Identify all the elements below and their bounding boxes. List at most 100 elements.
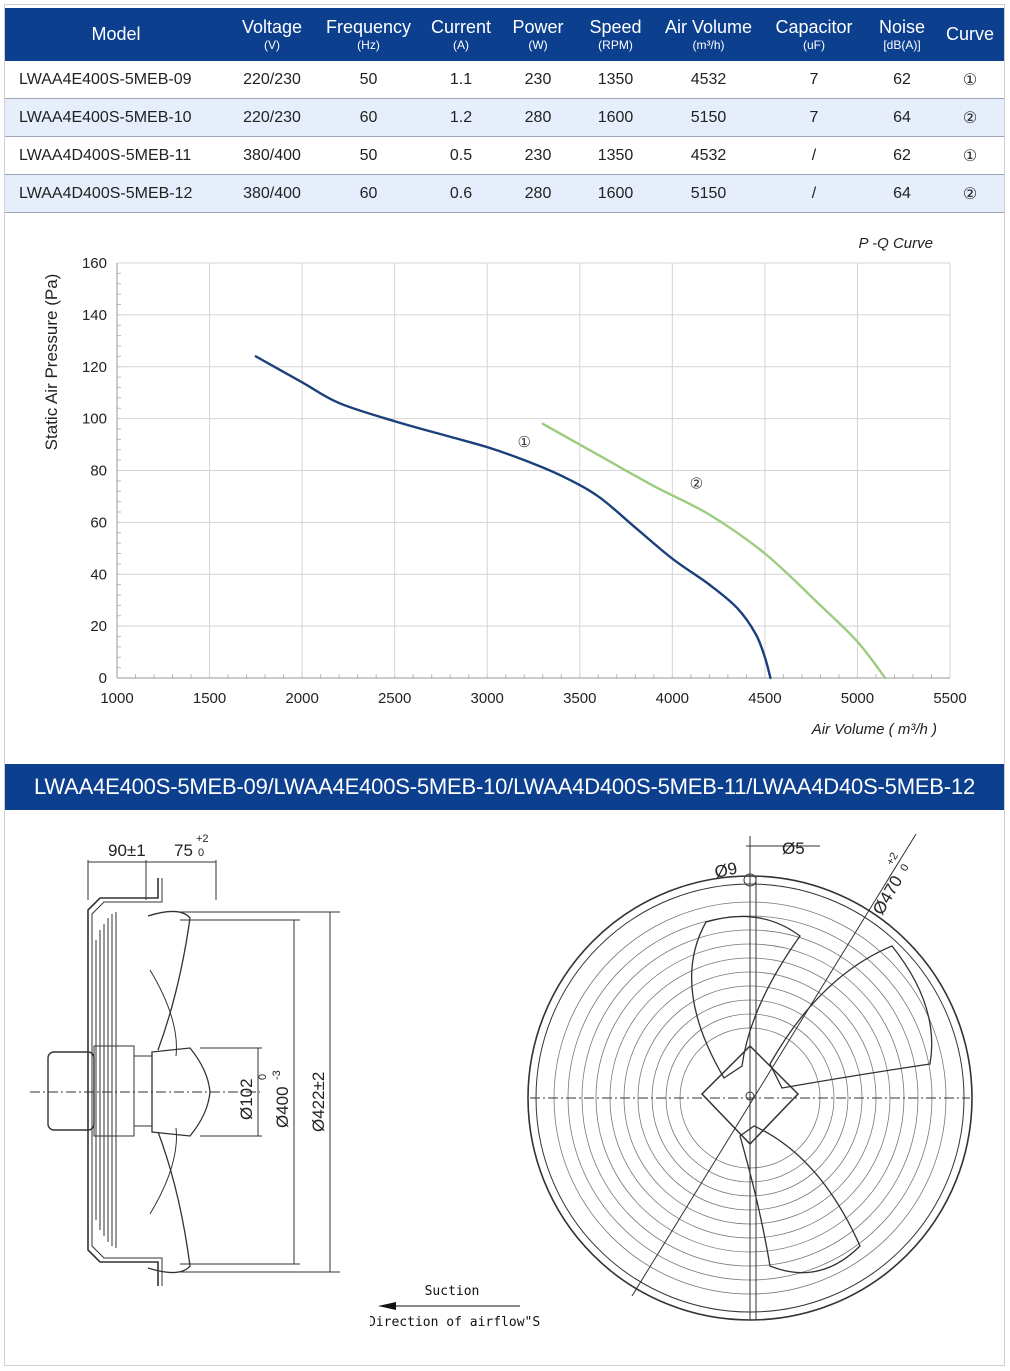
table-row: LWAA4D400S-5MEB-11 380/400 50 0.5 230 1350 453… — [5, 136, 1004, 175]
table-cell: 64 — [868, 98, 936, 137]
chart-x-tick-label: 4000 — [656, 690, 689, 707]
mount-hole — [743, 873, 757, 887]
table-cell: LWAA4E400S-5MEB-09 — [5, 61, 227, 99]
column-header: Voltage (V) — [227, 8, 317, 61]
chart-x-axis-label: Air Volume ( m³/h ) — [811, 721, 937, 738]
table-cell: 60 — [317, 174, 420, 213]
column-header: Speed (RPM) — [574, 8, 657, 61]
column-header-label: Voltage — [241, 16, 303, 37]
chart-x-tick-label: 4500 — [748, 690, 781, 707]
chart-x-tick-label: 2500 — [378, 690, 411, 707]
table-cell: 5150 — [657, 174, 760, 213]
table-cell: ② — [936, 174, 1004, 213]
chart-y-tick-label: 40 — [90, 566, 107, 583]
table-body: LWAA4E400S-5MEB-09 220/230 50 1.1 230 1350 453… — [5, 61, 1004, 213]
table-cell: LWAA4D400S-5MEB-11 — [5, 136, 227, 175]
column-header: Noise [dB(A)] — [868, 8, 936, 61]
table-cell: 380/400 — [227, 174, 317, 213]
fan-hub — [151, 1047, 211, 1137]
column-header-unit: (A) — [453, 37, 469, 52]
column-header-unit: (m³/h) — [692, 37, 725, 52]
table-cell: ① — [936, 136, 1004, 175]
table-cell: 230 — [502, 61, 574, 99]
front-view-drawing: Ø9 Ø5 Ø470 +2 0 — [527, 833, 973, 1321]
table-cell: 64 — [868, 174, 936, 213]
airflow-arrow-icon — [378, 1302, 396, 1310]
table-cell: 0.5 — [420, 136, 502, 175]
column-header: Current (A) — [420, 8, 502, 61]
guard-wires — [95, 912, 117, 1248]
table-cell: 7 — [760, 98, 868, 137]
motor-body — [47, 1051, 95, 1131]
dim-guard-diameter: Ø422±2 — [309, 1072, 328, 1132]
diameter-line — [631, 911, 869, 1297]
column-header-unit: (W) — [528, 37, 548, 52]
chart-series-label-1: ① — [518, 433, 531, 451]
table-header-row: Model Voltage (V) Frequency (Hz) Current (A) Po… — [5, 8, 1004, 61]
dim-depth-75-tol-up: +2 — [196, 833, 209, 845]
chart-ticks: 1000 1500 2000 2500 3000 3500 4000 4500 5000 5500… — [82, 255, 967, 707]
table-cell: / — [760, 136, 868, 175]
dim-depth-90: 90±1 — [108, 841, 146, 860]
chart-title: P -Q Curve — [859, 235, 933, 252]
chart-series-line-2 — [541, 422, 887, 680]
chart-y-axis-label: Static Air Pressure (Pa) — [42, 274, 61, 451]
chart-x-tick-label: 1500 — [193, 690, 226, 707]
column-header-label: Current — [430, 16, 492, 37]
table-cell: 380/400 — [227, 136, 317, 175]
chart-x-tick-label: 5000 — [841, 690, 874, 707]
column-header-label: Model — [91, 24, 141, 45]
table-cell: 50 — [317, 61, 420, 99]
table-cell: 1600 — [574, 174, 657, 213]
suction-label: Suction — [425, 1284, 480, 1299]
table-cell: 220/230 — [227, 61, 317, 99]
column-header-label: Capacitor — [775, 16, 853, 37]
column-header-label: Noise — [878, 16, 926, 37]
table-cell: 4532 — [657, 61, 760, 99]
dim-outer-diameter: Ø470 — [869, 872, 906, 918]
chart-y-tick-label: 80 — [90, 463, 107, 480]
table-cell: 50 — [317, 136, 420, 175]
page-frame — [4, 4, 1005, 1366]
pq-chart: 1000 1500 2000 2500 3000 3500 4000 4500 5000 5500… — [5, 212, 1004, 762]
table-cell: 1.1 — [420, 61, 502, 99]
table-cell: / — [760, 174, 868, 213]
table-cell: 60 — [317, 98, 420, 137]
blade-profile — [147, 910, 191, 1274]
guard-bracket-outline — [87, 878, 159, 1286]
column-header-unit: (RPM) — [598, 37, 633, 52]
blade-2 — [739, 1125, 861, 1274]
table-cell: 62 — [868, 61, 936, 99]
table-cell: 1350 — [574, 61, 657, 99]
dim-hole-9: Ø9 — [713, 859, 739, 882]
table-cell: 220/230 — [227, 98, 317, 137]
airflow-direction-label: Direction of airflow"S" — [370, 1315, 540, 1330]
motor-flange — [133, 1055, 153, 1127]
column-header-unit: (Hz) — [357, 37, 380, 52]
chart-x-tick-label: 5500 — [933, 690, 966, 707]
table-cell: 62 — [868, 136, 936, 175]
table-cell: 7 — [760, 61, 868, 99]
column-header: Model — [5, 8, 227, 61]
chart-series-line-1 — [254, 355, 772, 680]
chart-y-tick-label: 20 — [90, 618, 107, 635]
chart-grid — [116, 262, 951, 679]
column-header-label: Power — [512, 16, 564, 37]
hub-square — [700, 1044, 800, 1146]
dim-blade-tol-low: -3 — [271, 1070, 283, 1080]
table-cell: 5150 — [657, 98, 760, 137]
chart-y-tick-label: 160 — [82, 255, 107, 272]
chart-x-tick-label: 3500 — [563, 690, 596, 707]
table-cell: 230 — [502, 136, 574, 175]
table-cell: 1.2 — [420, 98, 502, 137]
column-header: Capacitor (uF) — [760, 8, 868, 61]
table-row: LWAA4D400S-5MEB-12 380/400 60 0.6 280 1600 515… — [5, 174, 1004, 213]
blade-1 — [769, 945, 933, 1089]
spec-table: Model Voltage (V) Frequency (Hz) Current (A) Po… — [5, 8, 1004, 213]
chart-y-tick-label: 60 — [90, 514, 107, 531]
chart-series: ①② — [254, 355, 887, 680]
column-header-unit: (V) — [264, 37, 280, 52]
airflow-note: Suction Direction of airflow"S" — [370, 1284, 540, 1330]
dim-blade-diameter: Ø400 — [273, 1086, 292, 1128]
table-cell: 0.6 — [420, 174, 502, 213]
